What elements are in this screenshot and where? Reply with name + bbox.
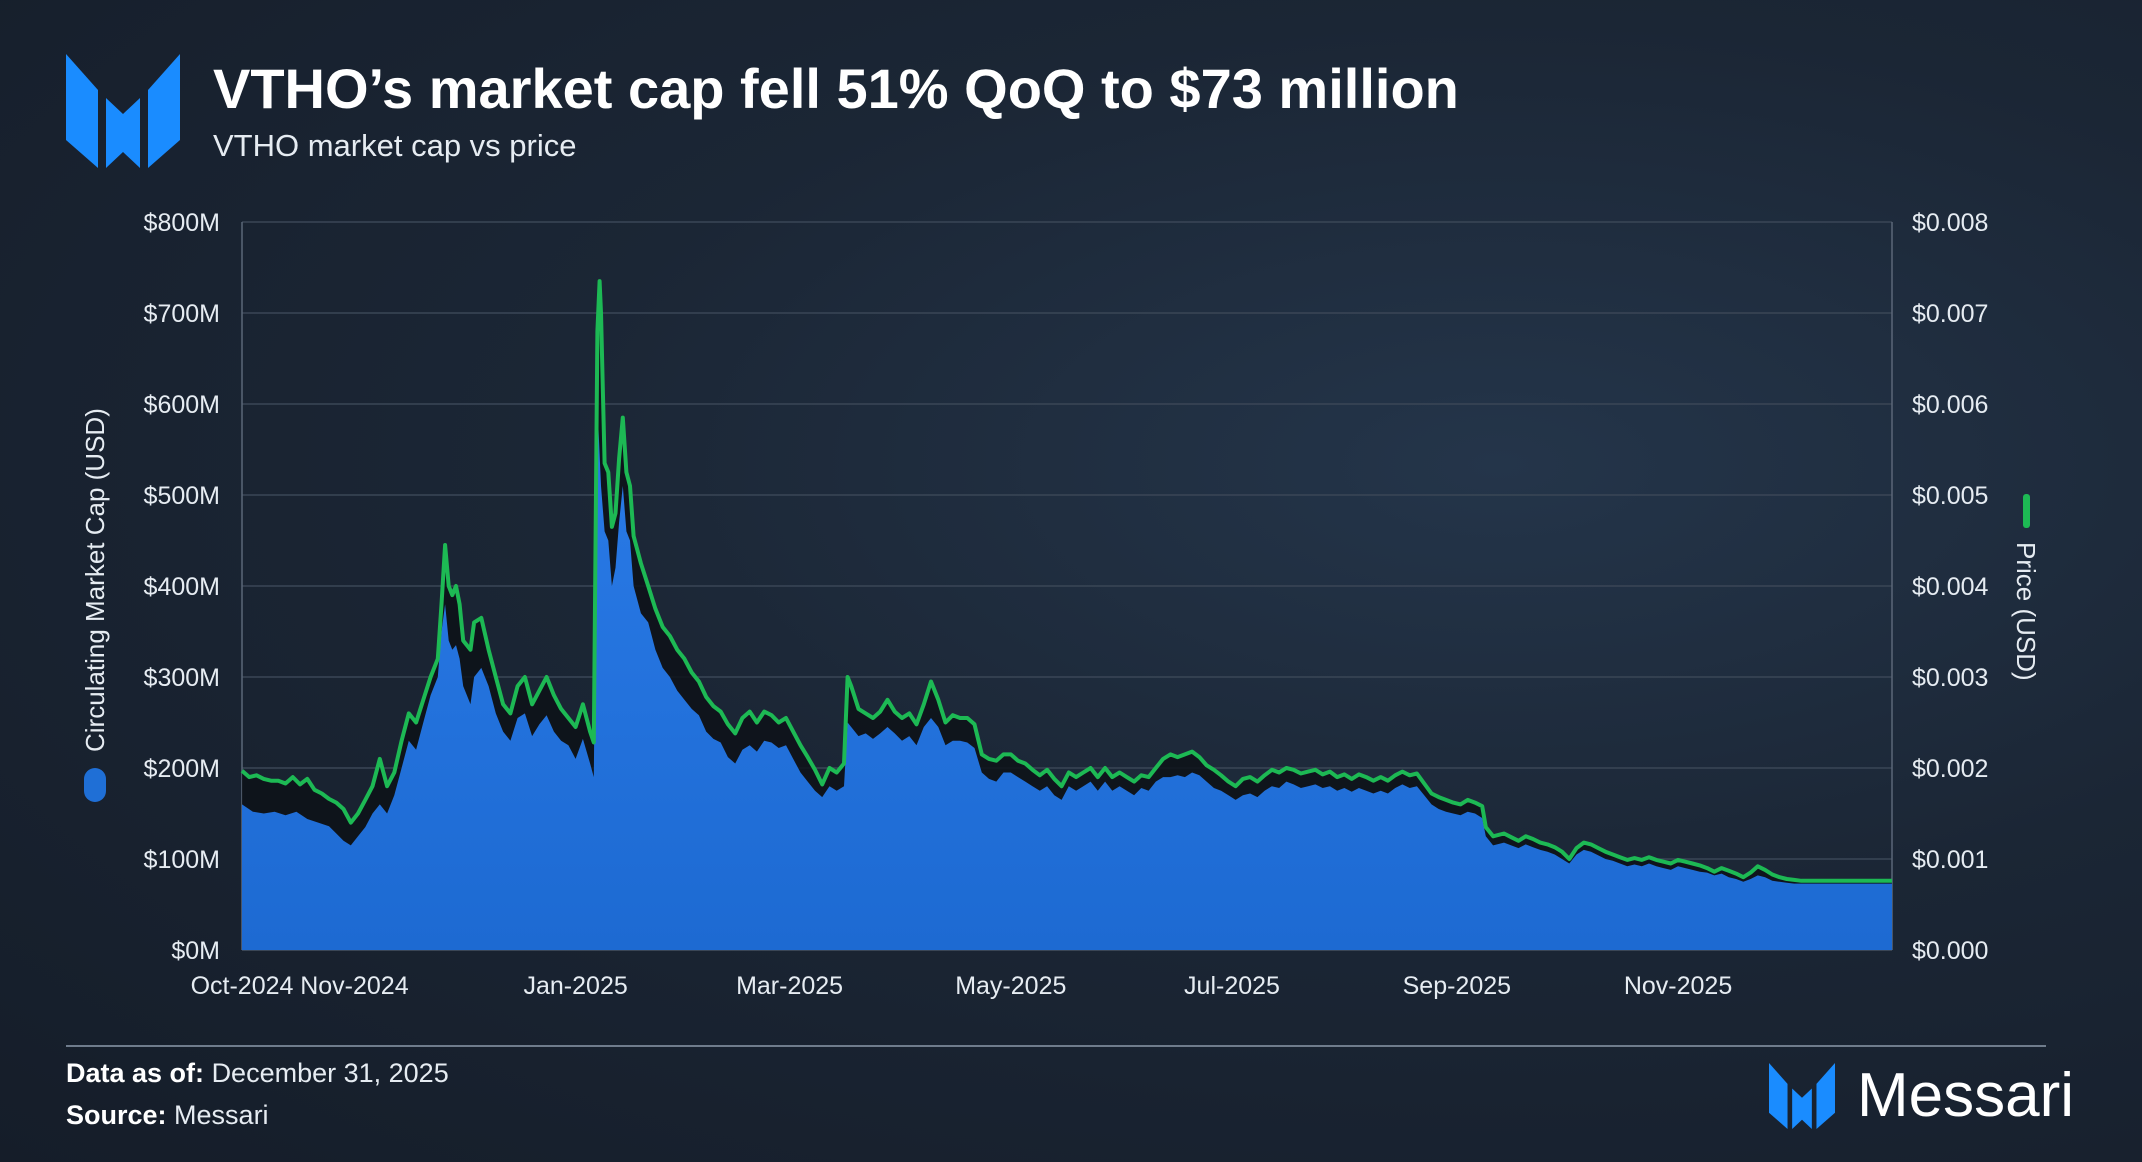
market-cap-area — [242, 404, 1892, 950]
x-tick-label: May-2025 — [955, 972, 1066, 1000]
right-tick-label: $0.002 — [1912, 755, 1988, 783]
x-tick-label: Mar-2025 — [736, 972, 843, 1000]
x-tick-label: Sep-2025 — [1403, 972, 1511, 1000]
right-tick-label: $0.006 — [1912, 391, 1988, 419]
left-tick-label: $100M — [144, 846, 220, 874]
data-as-of-value: December 31, 2025 — [211, 1058, 449, 1088]
left-tick-label: $600M — [144, 391, 220, 419]
right-tick-label: $0.008 — [1912, 209, 1988, 237]
right-tick-label: $0.007 — [1912, 300, 1988, 328]
x-tick-label: Nov-2024 — [300, 972, 408, 1000]
left-tick-label: $200M — [144, 755, 220, 783]
left-tick-label: $0M — [171, 937, 220, 965]
right-tick-label: $0.005 — [1912, 482, 1988, 510]
right-tick-label: $0.003 — [1912, 664, 1988, 692]
left-tick-label: $500M — [144, 482, 220, 510]
data-as-of: Data as of: December 31, 2025 — [66, 1058, 449, 1089]
right-axis-legend: Price (USD) — [2011, 494, 2041, 681]
left-axis-legend: Circulating Market Cap (USD) — [80, 408, 110, 802]
brand: Messari — [1768, 1060, 2074, 1131]
price-line — [240, 279, 1892, 883]
chart-title: VTHO’s market cap fell 51% QoQ to $73 mi… — [213, 57, 1459, 120]
messari-logo-icon — [66, 54, 180, 168]
chart: $0M $0.000 $100M $0.001 $200M $0.002 $300M $0.0… — [80, 209, 2041, 1000]
source-label: Source: — [66, 1100, 167, 1130]
right-tick-label: $0.000 — [1912, 937, 1988, 965]
source: Source: Messari — [66, 1100, 269, 1131]
source-value: Messari — [174, 1100, 269, 1130]
data-as-of-label: Data as of: — [66, 1058, 205, 1088]
x-tick-label: Oct-2024 — [191, 972, 294, 1000]
blue-pill-legend-icon — [84, 768, 106, 802]
right-axis-label: Price (USD) — [2011, 542, 2041, 681]
brand-name: Messari — [1856, 1061, 2074, 1130]
messari-logo-icon — [1768, 1062, 1835, 1129]
left-tick-label: $300M — [144, 664, 220, 692]
right-tick-label: $0.004 — [1912, 573, 1989, 601]
x-tick-label: Nov-2025 — [1624, 972, 1732, 1000]
left-axis-label: Circulating Market Cap (USD) — [80, 408, 110, 752]
left-tick-label: $400M — [144, 573, 220, 601]
green-line-legend-icon — [2023, 494, 2030, 528]
right-tick-label: $0.001 — [1912, 846, 1988, 874]
footer-divider — [66, 1045, 2046, 1047]
x-tick-label: Jul-2025 — [1184, 972, 1280, 1000]
left-tick-label: $800M — [144, 209, 220, 237]
chart-subtitle: VTHO market cap vs price — [213, 128, 577, 163]
x-tick-label: Jan-2025 — [524, 972, 628, 1000]
left-tick-label: $700M — [144, 300, 220, 328]
